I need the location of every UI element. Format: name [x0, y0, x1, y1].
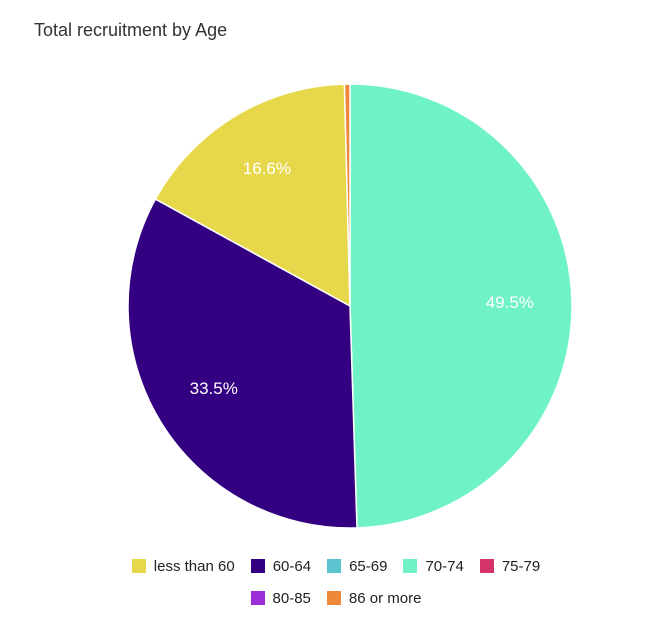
legend-swatch [479, 559, 494, 573]
legend-row: 80-85 86 or more [0, 587, 672, 609]
legend-label: 60-64 [272, 557, 312, 575]
pie-slices [127, 83, 573, 529]
chart-title: Total recruitment by Age [34, 20, 228, 40]
slice-label: 16.6% [243, 159, 291, 178]
legend-item[interactable]: 65-69 [327, 558, 387, 575]
legend-swatch [250, 591, 265, 605]
legend-row: less than 60 60-64 65-69 70-74 75-79 [0, 555, 672, 577]
legend: less than 60 60-64 65-69 70-74 75-79 80-85 86… [0, 555, 672, 619]
pie-slice-60-64[interactable] [127, 198, 358, 529]
pie-slice-70-74[interactable] [349, 83, 573, 529]
legend-swatch [326, 591, 341, 605]
pie-slice-labels: 49.5% 33.5% 16.6% [190, 159, 534, 398]
legend-label: 86 or more [348, 589, 422, 607]
legend-swatch [327, 559, 342, 573]
legend-label: 80-85 [272, 589, 311, 607]
legend-label: less than 60 [153, 557, 235, 575]
legend-item[interactable]: 86 or more [326, 589, 422, 607]
slice-label: 49.5% [486, 293, 534, 312]
legend-swatch [131, 559, 146, 573]
legend-label: 65-69 [349, 557, 388, 575]
legend-item[interactable]: 80-85 [250, 589, 311, 607]
legend-swatch [403, 559, 418, 573]
legend-item[interactable]: 60-64 [250, 557, 312, 575]
legend-label: 70-74 [425, 557, 464, 575]
pie-slice-less-than-60[interactable] [154, 83, 351, 308]
legend-item[interactable]: less than 60 [131, 557, 235, 575]
legend-swatch [250, 559, 265, 573]
pie-chart: 49.5% 33.5% 16.6% [127, 83, 573, 529]
pie-slice-86-or-more[interactable] [343, 83, 351, 307]
legend-item[interactable]: 75-79 [479, 557, 541, 575]
legend-item[interactable]: 70-74 [403, 557, 464, 575]
legend-label: 75-79 [501, 557, 541, 575]
slice-label: 33.5% [190, 379, 238, 398]
